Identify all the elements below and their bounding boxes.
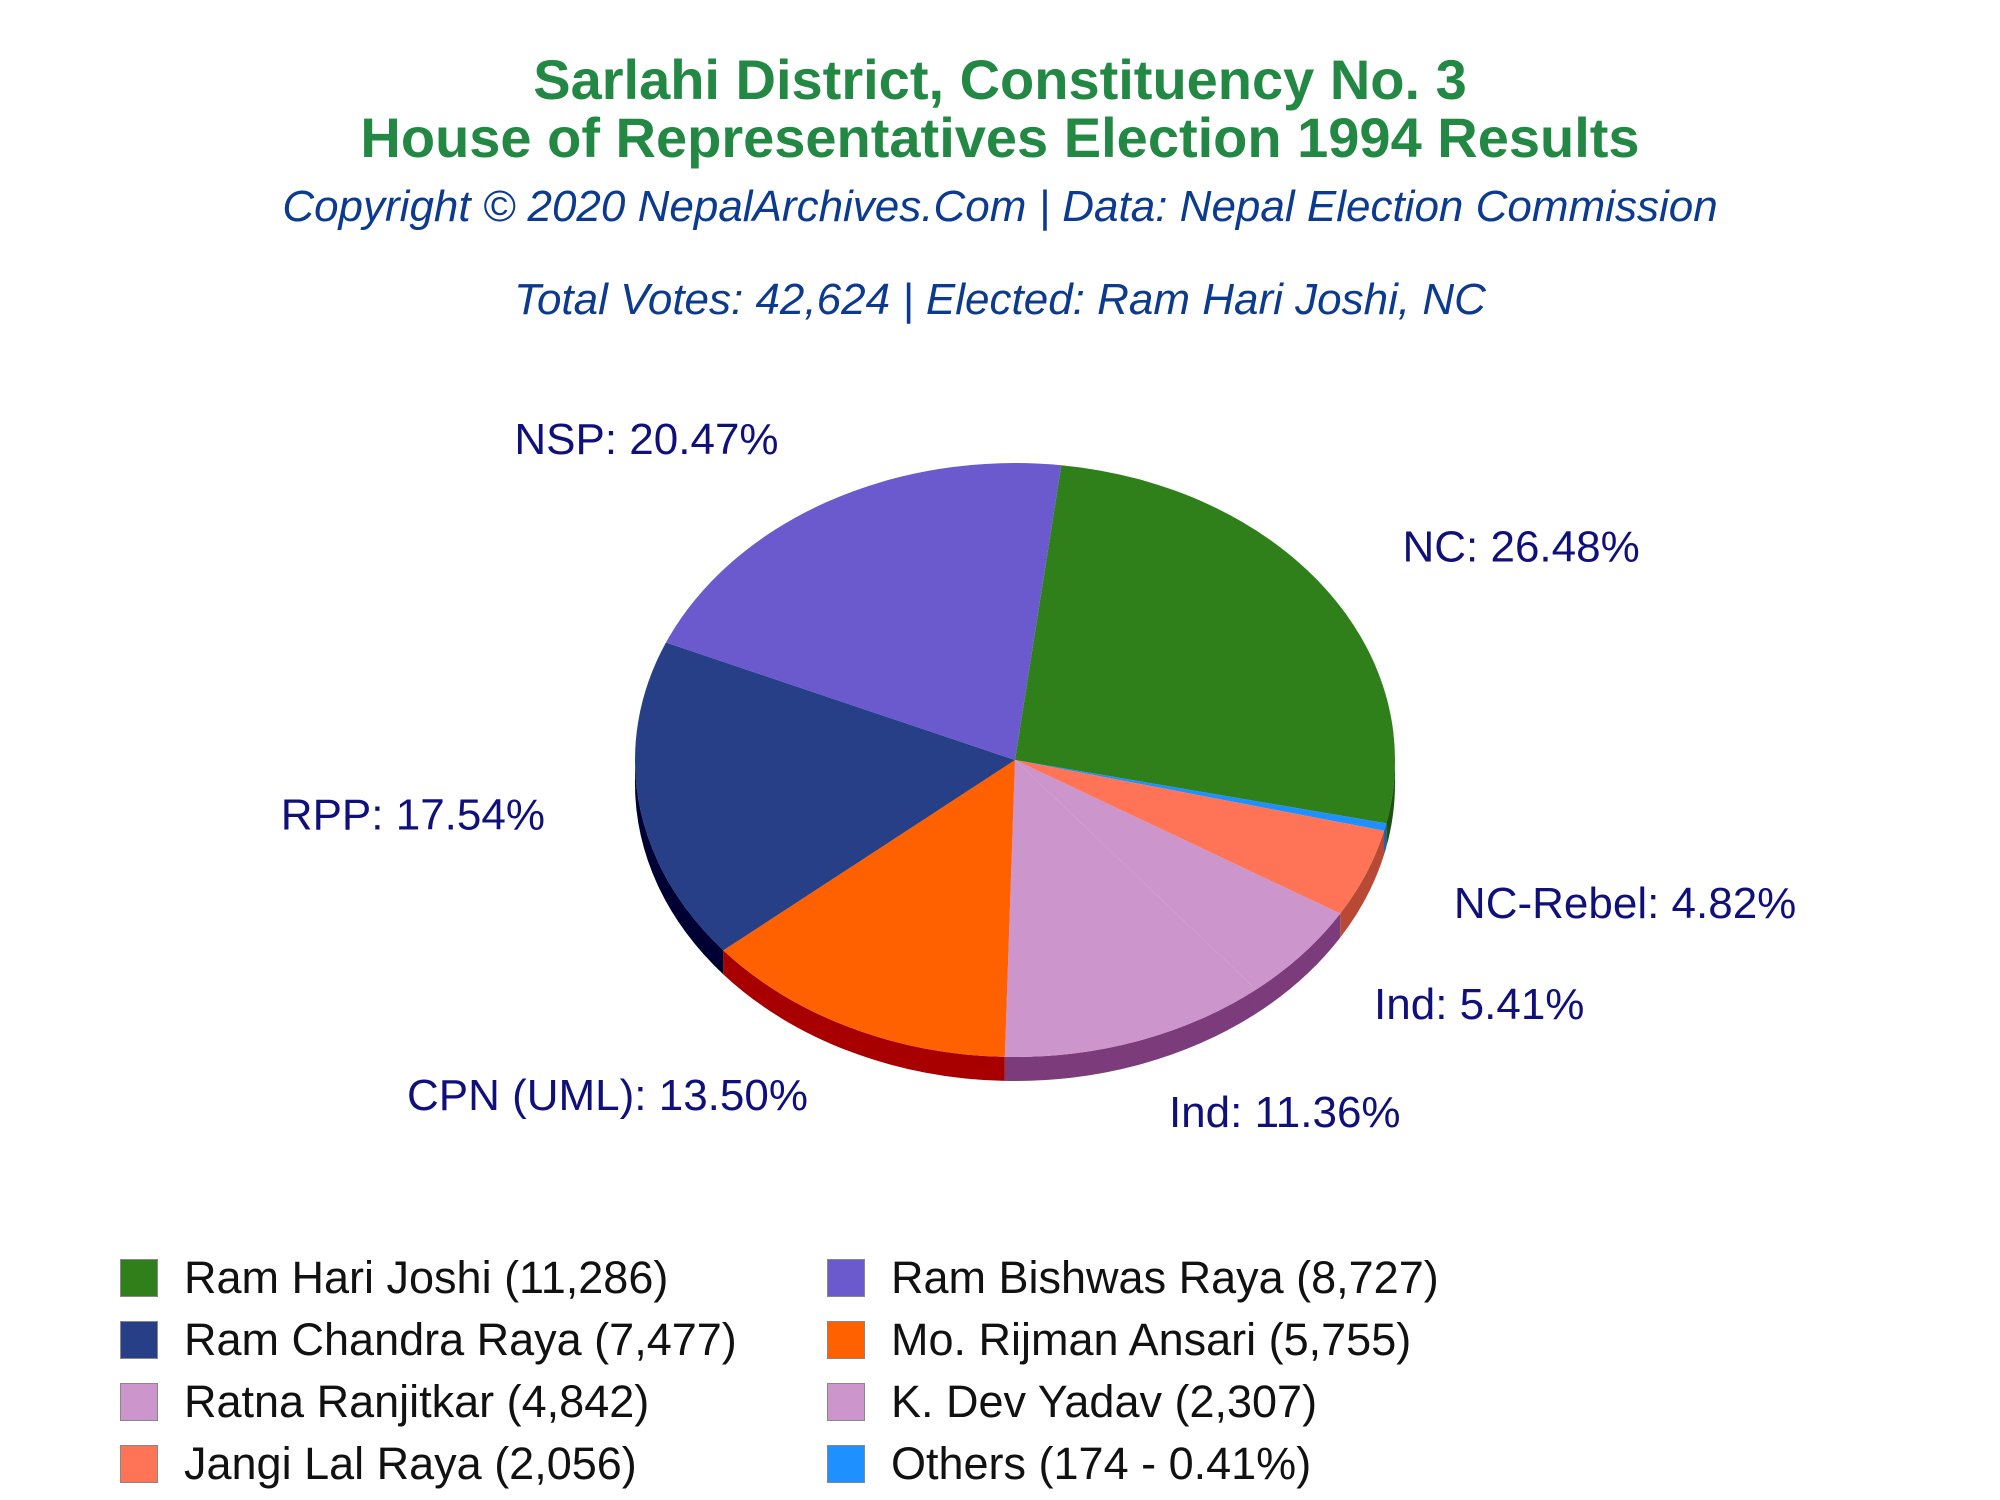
legend-label: Jangi Lal Raya (2,056) (184, 1438, 637, 1489)
legend-swatch (120, 1259, 158, 1297)
pie-slice-ram-hari-joshi[interactable] (1015, 465, 1395, 824)
legend-item: Ram Chandra Raya (7,477) (120, 1312, 737, 1368)
chart-title-line1: Sarlahi District, Constituency No. 3 (533, 48, 1467, 111)
legend-label: Ram Chandra Raya (7,477) (184, 1314, 737, 1365)
legend-label: Ram Bishwas Raya (8,727) (891, 1252, 1439, 1303)
legend-label: K. Dev Yadav (2,307) (891, 1376, 1318, 1427)
pie-side-ram-hari-joshi (1386, 760, 1395, 848)
pie-side-ratna-ranjitkar (1004, 989, 1256, 1081)
pie-slice-ratna-ranjitkar[interactable] (1004, 760, 1256, 1057)
legend-swatch (827, 1259, 865, 1297)
summary-text: Total Votes: 42,624 | Elected: Ram Hari … (514, 275, 1486, 324)
legend-item: Ram Hari Joshi (11,286) (120, 1250, 668, 1306)
legend-item: Ratna Ranjitkar (4,842) (120, 1374, 649, 1430)
slice-label-mo-rijman-ansari: CPN (UML): 13.50% (407, 1071, 808, 1120)
pie-side-k-dev-yadav (1255, 913, 1341, 1014)
pie-slice-ram-chandra-raya[interactable] (635, 642, 1015, 951)
pie-side-others (1384, 823, 1387, 855)
pie-slice-ram-bishwas-raya[interactable] (665, 463, 1062, 760)
legend-item: Others (174 - 0.41%) (827, 1436, 1311, 1492)
slice-label-ram-hari-joshi: NC: 26.48% (1402, 522, 1639, 571)
pie-side-jangi-lal-raya (1340, 830, 1385, 938)
legend-swatch (827, 1383, 865, 1421)
legend-swatch (827, 1445, 865, 1483)
legend-label: Ram Hari Joshi (11,286) (184, 1252, 669, 1303)
slice-label-jangi-lal-raya: NC-Rebel: 4.82% (1454, 879, 1796, 928)
legend-label: Others (174 - 0.41%) (891, 1438, 1312, 1489)
chart-title-line2: House of Representatives Election 1994 R… (360, 106, 1640, 169)
pie-side-ram-chandra-raya (635, 760, 724, 975)
legend-swatch (120, 1445, 158, 1483)
slice-label-ratna-ranjitkar: Ind: 11.36% (1169, 1088, 1401, 1137)
slice-label-ram-chandra-raya: RPP: 17.54% (281, 790, 545, 839)
legend-item: Mo. Rijman Ansari (5,755) (827, 1312, 1411, 1368)
legend-swatch (120, 1321, 158, 1359)
slice-label-ram-bishwas-raya: NSP: 20.47% (514, 415, 778, 464)
legend-item: Jangi Lal Raya (2,056) (120, 1436, 637, 1492)
legend-item: K. Dev Yadav (2,307) (827, 1374, 1317, 1430)
pie-slice-k-dev-yadav[interactable] (1015, 760, 1341, 990)
pie-slice-mo-rijman-ansari[interactable] (723, 760, 1015, 1057)
legend-item: Ram Bishwas Raya (8,727) (827, 1250, 1439, 1306)
slice-label-k-dev-yadav: Ind: 5.41% (1374, 980, 1584, 1029)
pie-side-mo-rijman-ansari (723, 950, 1005, 1081)
legend-swatch (120, 1383, 158, 1421)
legend-label: Mo. Rijman Ansari (5,755) (891, 1314, 1412, 1365)
pie-chart: NC: 26.48% NC-Rebel: 4.82% Ind: 5.41% Ind: … (281, 415, 1797, 1137)
pie-slice-others[interactable] (1015, 760, 1387, 831)
legend-label: Ratna Ranjitkar (4,842) (184, 1376, 650, 1427)
pie-slice-jangi-lal-raya[interactable] (1015, 760, 1385, 914)
legend-swatch (827, 1321, 865, 1359)
copyright-text: Copyright © 2020 NepalArchives.Com | Dat… (282, 182, 1718, 231)
